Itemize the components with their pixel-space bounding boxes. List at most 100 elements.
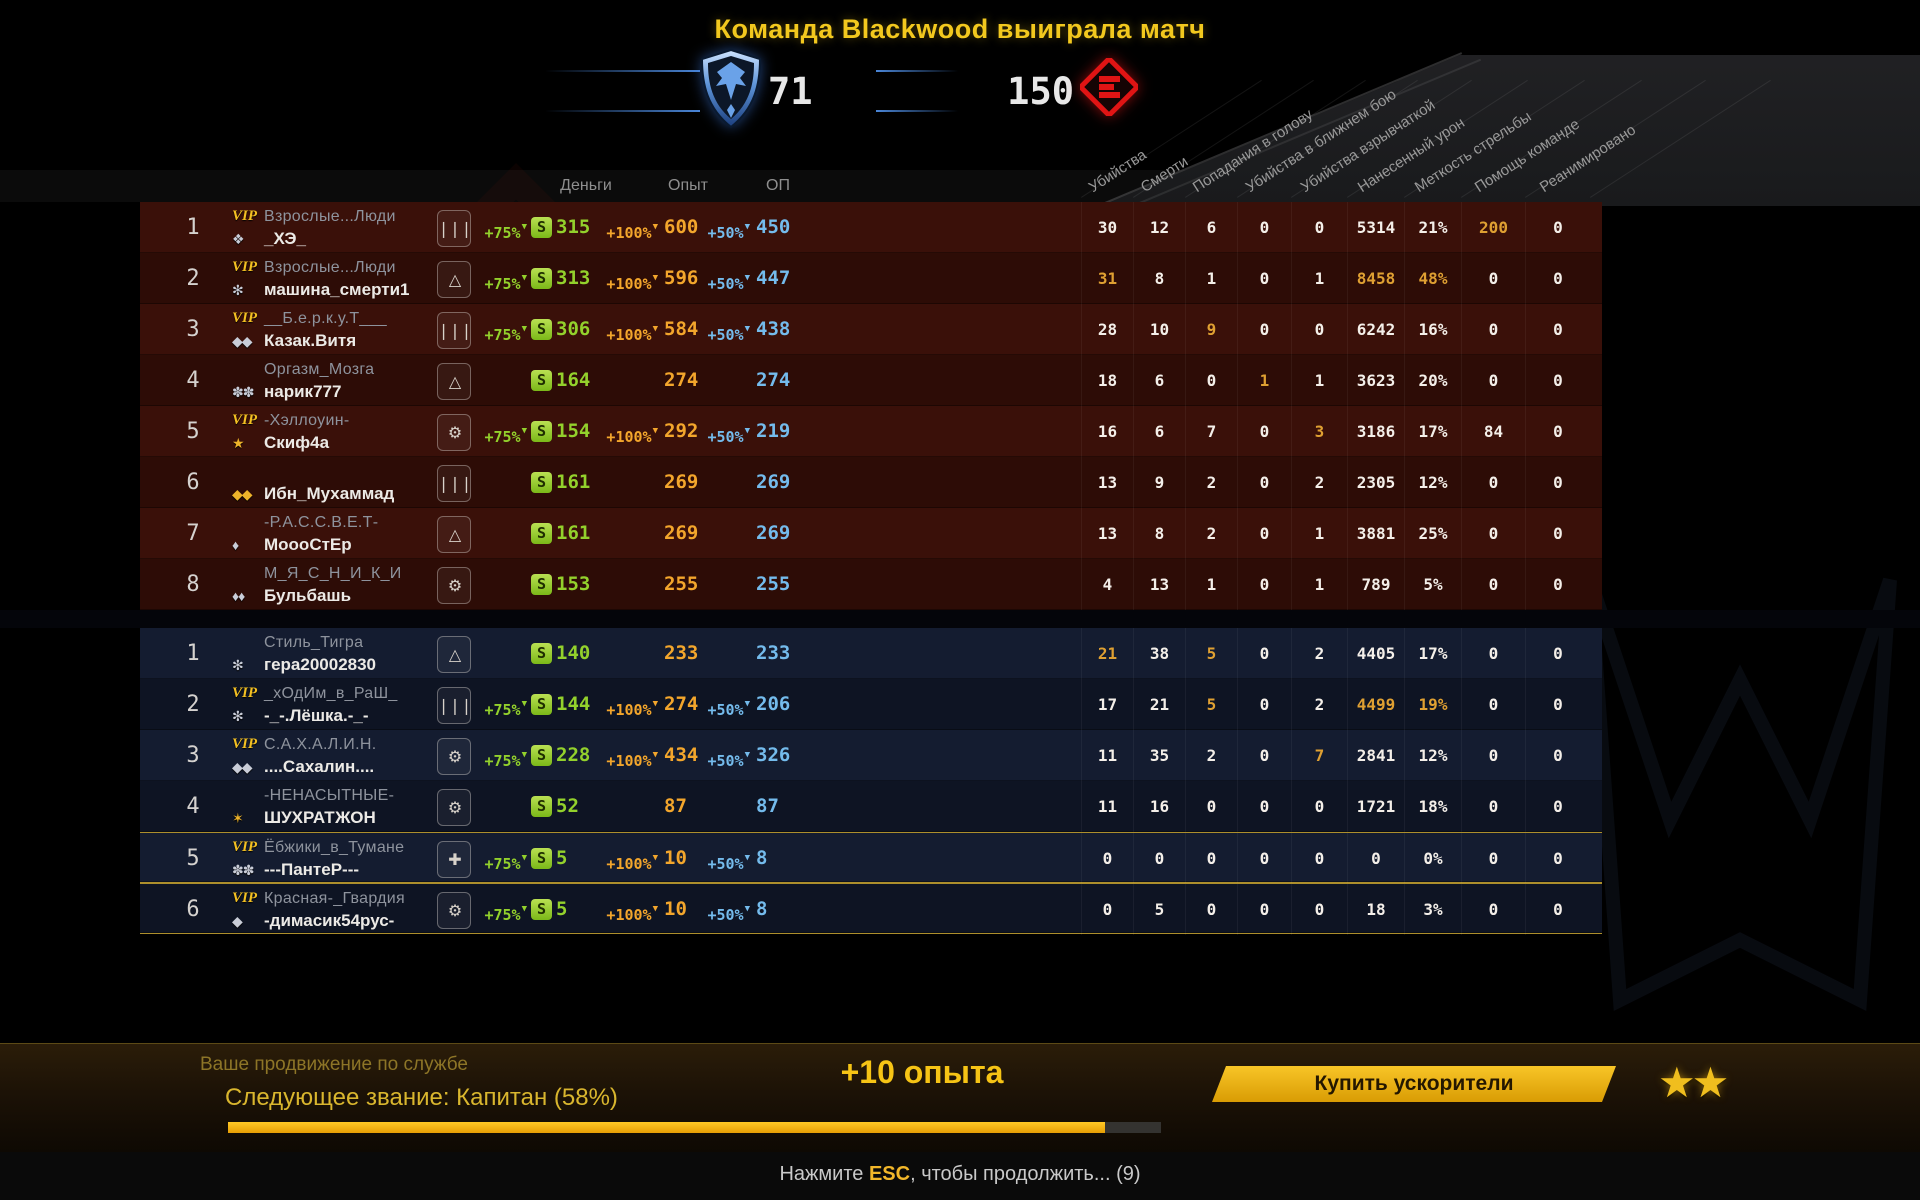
player-row[interactable]: 4 Оргазм_Мозга ✽✽ нарик777 △ ▼ S 164 ▼ 2… bbox=[140, 355, 1602, 406]
rank-insignia-icon: ♦♦ bbox=[232, 588, 245, 604]
bonus-funnel-icon: ▼ bbox=[521, 426, 527, 436]
stat-value: 0 bbox=[1525, 355, 1590, 406]
esc-key-label: ESC bbox=[868, 1163, 911, 1185]
rank-insignia-icon: ✻ bbox=[232, 707, 244, 724]
blackwood-team-logo bbox=[1080, 58, 1138, 116]
op-column-header: ОП bbox=[766, 177, 790, 194]
player-row[interactable]: 1 VIP Взрослые...Люди ❖ _ХЭ_ ❘❘❘ +75%▼ S… bbox=[140, 202, 1602, 253]
bonus-funnel-icon: ▼ bbox=[652, 222, 658, 232]
stat-value: 28 bbox=[1081, 304, 1133, 355]
op-value: 87 bbox=[756, 795, 779, 817]
stat-value: 0 bbox=[1185, 355, 1237, 406]
esc-hint-prefix: Нажмите bbox=[779, 1163, 869, 1185]
stat-value: 84 bbox=[1461, 406, 1525, 457]
money-bonus: +75%▼ bbox=[484, 222, 527, 242]
stat-value: 17 bbox=[1081, 679, 1133, 730]
money-bonus: +75%▼ bbox=[484, 324, 527, 344]
money-value: 5 bbox=[556, 847, 568, 869]
stat-cells: 21 38 5 0 2 4405 17% 0 0 bbox=[1081, 628, 1590, 679]
player-row[interactable]: 3 VIP С.А.Х.А.Л.И.Н. ◆◆ ....Сахалин.... … bbox=[140, 730, 1602, 781]
rank-insignia-icon: ◆◆ bbox=[232, 758, 253, 775]
op-value: 206 bbox=[756, 693, 791, 715]
op-value: 438 bbox=[756, 318, 791, 340]
stat-value: 17% bbox=[1404, 628, 1461, 679]
stat-value: 0% bbox=[1404, 833, 1461, 884]
player-row[interactable]: 6 ◆◆ Ибн_Мухаммад ❘❘❘ ▼ S 161 ▼ 269 ▼ 26… bbox=[140, 457, 1602, 508]
score-divider-line bbox=[876, 70, 958, 72]
stat-value: 0 bbox=[1525, 628, 1590, 679]
rank-insignia-icon: ✻ bbox=[232, 656, 244, 673]
player-row[interactable]: 2 VIP Взрослые...Люди ✻ машина_смерти1 △… bbox=[140, 253, 1602, 304]
stat-value: 18% bbox=[1404, 781, 1461, 832]
op-value: 274 bbox=[756, 369, 791, 391]
xp-column-header: Опыт bbox=[668, 177, 708, 194]
money-currency-icon: S bbox=[531, 796, 552, 817]
op-bonus: +50%▼ bbox=[707, 904, 750, 924]
player-row[interactable]: 7 -Р.А.С.С.В.Е.Т- ♦ МоооСтЕр △ ▼ S 161 ▼… bbox=[140, 508, 1602, 559]
rifleman-class-icon: ❘❘❘ bbox=[436, 220, 473, 238]
player-row[interactable]: 5 VIP -Хэллоуин- ★ Скиф4а ⚙ +75%▼ S 154 … bbox=[140, 406, 1602, 457]
buy-boosters-button[interactable]: Купить ускорители bbox=[1212, 1066, 1616, 1102]
stat-cells: 0 5 0 0 0 18 3% 0 0 bbox=[1081, 884, 1590, 935]
clan-name: _хОдИм_в_РаШ_ bbox=[264, 684, 398, 702]
stat-value: 10 bbox=[1133, 304, 1185, 355]
player-row[interactable]: 1 Стиль_Тигра ✻ гера20002830 △ ▼ S 140 ▼… bbox=[140, 628, 1602, 679]
stat-value: 18 bbox=[1347, 884, 1404, 935]
money-currency-icon: S bbox=[531, 694, 552, 715]
xp-bonus: +100%▼ bbox=[606, 750, 658, 770]
rifleman-class-icon: ❘❘❘ bbox=[436, 475, 473, 493]
money-currency-icon: S bbox=[531, 899, 552, 920]
player-place: 6 bbox=[186, 470, 200, 495]
player-row[interactable]: 4 -НЕНАСЫТНЫЕ- ✶ ШУХРАТЖОН ⚙ ▼ S 52 ▼ 87… bbox=[140, 781, 1602, 832]
stat-value: 0 bbox=[1291, 202, 1347, 253]
player-name: -димасик54рус- bbox=[264, 911, 395, 930]
vip-badge: VIP bbox=[232, 685, 258, 701]
player-place: 3 bbox=[186, 743, 200, 768]
stat-value: 8 bbox=[1133, 508, 1185, 559]
stat-value: 18 bbox=[1081, 355, 1133, 406]
rank-medal-icons: ★★ bbox=[1658, 1059, 1729, 1106]
bonus-funnel-icon: ▼ bbox=[744, 699, 750, 709]
stat-value: 48% bbox=[1404, 253, 1461, 304]
xp-bonus: +100%▼ bbox=[606, 324, 658, 344]
money-currency-icon: S bbox=[531, 421, 552, 442]
stat-cells: 13 8 2 0 1 3881 25% 0 0 bbox=[1081, 508, 1590, 559]
stat-value: 16 bbox=[1133, 781, 1185, 832]
score-divider-line bbox=[545, 110, 700, 112]
player-place: 5 bbox=[186, 846, 200, 871]
player-place: 2 bbox=[186, 692, 200, 717]
stat-cells: 30 12 6 0 0 5314 21% 200 0 bbox=[1081, 202, 1590, 253]
bonus-funnel-icon: ▼ bbox=[652, 750, 658, 760]
rifleman-class-icon: ❘❘❘ bbox=[436, 322, 473, 340]
stat-value: 0 bbox=[1237, 628, 1291, 679]
player-row[interactable]: 3 VIP __Б.е.р.к.у.Т___ ◆◆ Казак.Витя ❘❘❘… bbox=[140, 304, 1602, 355]
stat-value: 0 bbox=[1461, 628, 1525, 679]
money-currency-icon: S bbox=[531, 643, 552, 664]
stat-value: 5314 bbox=[1347, 202, 1404, 253]
money-currency-icon: S bbox=[531, 745, 552, 766]
bonus-funnel-icon: ▼ bbox=[744, 222, 750, 232]
engineer-class-icon: ⚙ bbox=[447, 799, 462, 817]
stat-value: 21 bbox=[1081, 628, 1133, 679]
score-divider-line bbox=[545, 70, 700, 72]
continue-hint-bar: Нажмите ESC, чтобы продолжить... (9) bbox=[0, 1152, 1920, 1200]
clan-name: Ёбжики_в_Тумане bbox=[264, 838, 405, 856]
stat-value: 5 bbox=[1133, 884, 1185, 935]
stat-value: 25% bbox=[1404, 508, 1461, 559]
xp-value: 434 bbox=[664, 744, 699, 766]
stat-value: 1 bbox=[1237, 355, 1291, 406]
bonus-funnel-icon: ▼ bbox=[521, 853, 527, 863]
engineer-class-icon: ⚙ bbox=[447, 748, 462, 766]
xp-value: 10 bbox=[664, 898, 687, 920]
stat-value: 21% bbox=[1404, 202, 1461, 253]
stat-value: 0 bbox=[1461, 253, 1525, 304]
op-bonus: +50%▼ bbox=[707, 273, 750, 293]
stat-value: 0 bbox=[1461, 355, 1525, 406]
bonus-funnel-icon: ▼ bbox=[521, 699, 527, 709]
player-row[interactable]: 6 VIP Красная-_Гвардия ◆ -димасик54рус- … bbox=[140, 883, 1602, 935]
player-row[interactable]: 5 VIP Ёбжики_в_Тумане ✽✽ ---ПантеР--- ✚ … bbox=[140, 832, 1602, 884]
stat-value: 1721 bbox=[1347, 781, 1404, 832]
player-row[interactable]: 8 М_Я_С_Н_И_К_И ♦♦ Бульбашь ⚙ ▼ S 153 ▼ … bbox=[140, 559, 1602, 610]
player-row[interactable]: 2 VIP _хОдИм_в_РаШ_ ✻ -_-.Лёшка.-_- ❘❘❘ … bbox=[140, 679, 1602, 730]
